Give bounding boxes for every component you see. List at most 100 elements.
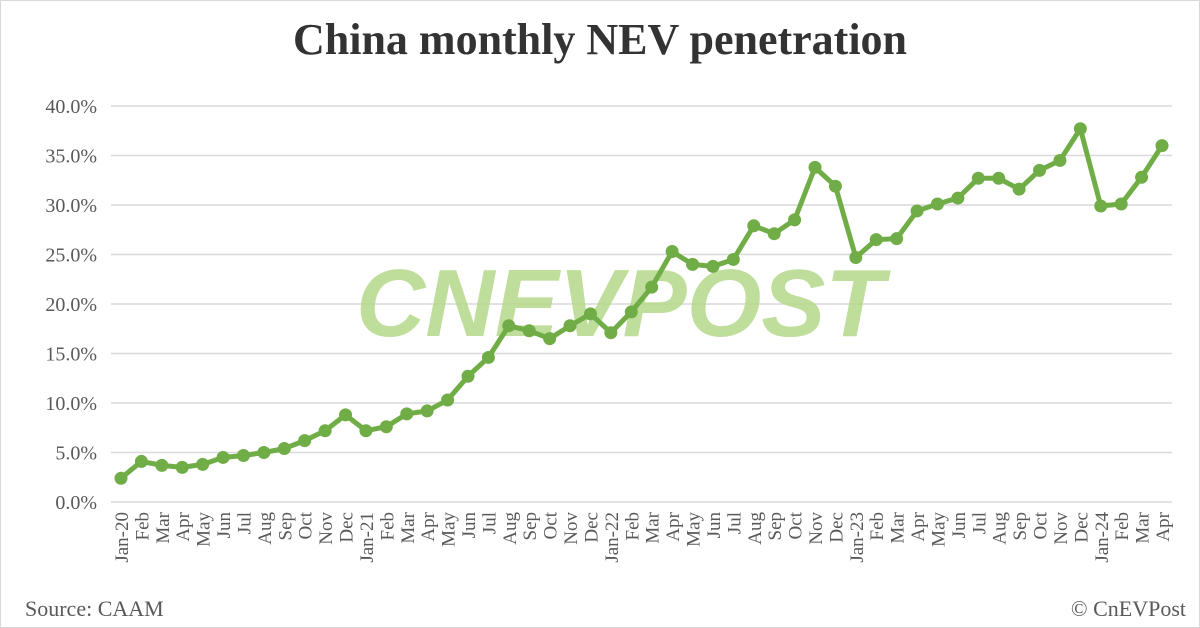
data-point [1012, 182, 1026, 196]
x-tick-label: Jan-23 [847, 512, 868, 563]
data-point [971, 171, 985, 185]
data-point [645, 280, 659, 294]
source-label: Source: CAAM [25, 596, 164, 621]
data-point [543, 332, 557, 346]
data-point [175, 460, 189, 474]
x-tick-label: Dec [826, 512, 847, 543]
x-tick-label: Jan-21 [357, 512, 378, 563]
x-tick-label: Jan-24 [1092, 512, 1113, 563]
data-point [1053, 153, 1067, 167]
data-point [339, 408, 353, 422]
y-tick-label: 25.0% [45, 245, 97, 267]
data-point [1155, 139, 1169, 153]
x-tick-label: Jul [969, 512, 990, 534]
data-point [686, 257, 700, 271]
y-tick-label: 15.0% [45, 344, 97, 366]
x-tick-label: Apr [908, 511, 929, 541]
x-tick-label: Jan-20 [112, 512, 133, 563]
x-tick-label: Sep [765, 512, 786, 541]
data-point [849, 250, 863, 264]
data-point [277, 442, 291, 456]
x-tick-label: Mar [643, 511, 664, 543]
data-point [869, 233, 883, 247]
data-point [1033, 163, 1047, 177]
x-tick-label: Dec [1071, 512, 1092, 543]
data-point [930, 197, 944, 211]
x-tick-label: Feb [377, 512, 398, 541]
y-tick-label: 20.0% [45, 294, 97, 316]
x-tick-label: Oct [786, 511, 807, 539]
data-point [400, 407, 414, 421]
y-tick-label: 5.0% [55, 443, 97, 465]
y-tick-label: 40.0% [45, 96, 97, 118]
y-tick-label: 35.0% [45, 146, 97, 168]
data-point [502, 319, 516, 333]
data-point [216, 450, 230, 464]
x-axis-labels: Jan-20 Feb Mar Apr May Jun Jul Aug Sep Oct Nov Dec J… [112, 511, 1174, 562]
x-tick-label: Apr [1153, 511, 1174, 541]
data-point [563, 319, 577, 333]
data-point [114, 471, 128, 485]
data-point [951, 191, 965, 205]
x-tick-label: Apr [418, 511, 439, 541]
x-tick-label: Nov [806, 512, 827, 545]
data-point [604, 326, 618, 340]
data-point [481, 350, 495, 364]
chart-title: China monthly NEV penetration [292, 15, 908, 64]
data-markers [114, 122, 1169, 485]
x-tick-label: Jun [459, 512, 480, 539]
data-point [461, 369, 475, 383]
data-point [890, 232, 904, 246]
x-tick-label: Nov [561, 512, 582, 545]
x-tick-label: Apr [173, 511, 194, 541]
data-point [1073, 122, 1087, 136]
data-point [236, 448, 250, 462]
y-tick-label: 0.0% [55, 492, 97, 514]
data-line [119, 126, 1165, 481]
data-point [747, 219, 761, 233]
x-tick-label: Jun [214, 512, 235, 539]
x-tick-label: Oct [1031, 511, 1052, 539]
x-tick-label: Aug [745, 512, 766, 545]
watermark: CNEVPOST [356, 250, 891, 357]
x-tick-label: Jul [479, 512, 500, 534]
data-point [318, 424, 332, 438]
data-point [726, 252, 740, 266]
data-point [420, 404, 434, 418]
data-point [257, 446, 271, 459]
x-tick-label: Oct [541, 511, 562, 539]
x-tick-label: May [684, 512, 705, 547]
y-tick-label: 10.0% [45, 393, 97, 415]
data-point [134, 454, 148, 468]
data-point [196, 457, 210, 471]
data-point [298, 434, 312, 448]
data-point [706, 259, 720, 273]
data-point [767, 227, 781, 241]
data-point [1135, 170, 1149, 184]
data-point [1114, 197, 1128, 211]
x-tick-label: Feb [1112, 512, 1133, 541]
x-tick-label: Aug [990, 512, 1011, 545]
x-tick-label: Nov [316, 512, 337, 545]
data-point [441, 393, 455, 407]
data-point [359, 424, 373, 438]
data-point [992, 171, 1006, 185]
copyright-label: © CnEVPost [1070, 596, 1186, 621]
x-tick-label: Mar [398, 511, 419, 543]
x-tick-label: Nov [1051, 512, 1072, 545]
x-tick-label: Sep [275, 512, 296, 541]
x-tick-label: Jul [234, 512, 255, 534]
data-point [379, 420, 393, 434]
x-tick-label: Mar [153, 511, 174, 543]
x-tick-label: Apr [663, 511, 684, 541]
x-tick-label: Mar [1133, 511, 1154, 543]
data-point [522, 324, 536, 338]
x-tick-label: Feb [622, 512, 643, 541]
data-point [665, 245, 679, 259]
y-axis-labels: 0.0% 5.0% 10.0% 15.0% 20.0% 25.0% 30.0% 35.0% 40… [45, 96, 97, 514]
y-tick-label: 30.0% [45, 195, 97, 217]
x-tick-label: Jun [949, 512, 970, 539]
x-tick-label: Dec [337, 512, 358, 543]
x-tick-label: Aug [500, 512, 521, 545]
